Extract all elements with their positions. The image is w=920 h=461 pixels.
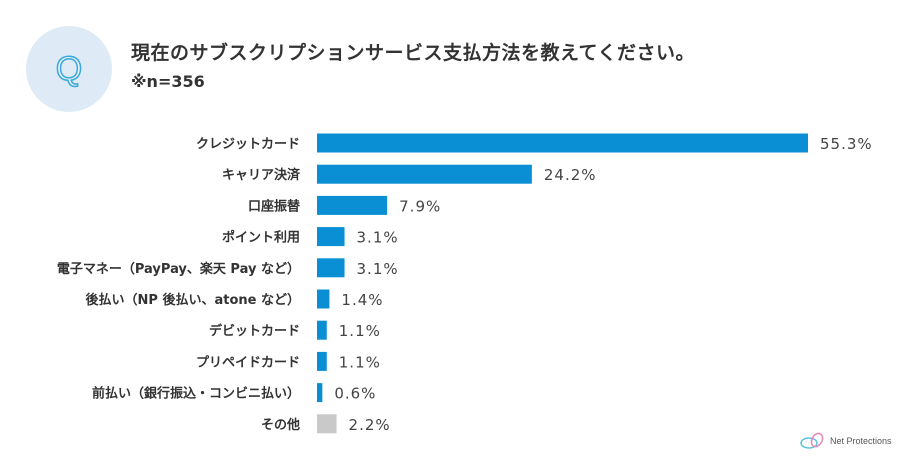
bar [317, 320, 327, 340]
sample-size-note: ※n=356 [131, 72, 205, 91]
value-label: 7.9% [399, 197, 441, 215]
bar [317, 164, 532, 184]
bar [317, 383, 323, 403]
category-label: その他 [261, 417, 300, 433]
bar [317, 195, 388, 215]
value-label: 1.1% [339, 322, 381, 340]
question-title: 現在のサブスクリプションサービス支払方法を教えてください。 [131, 42, 695, 64]
brand-logo: Net Protections [800, 432, 892, 450]
logo-icon [800, 432, 824, 449]
value-label: 2.2% [349, 416, 391, 434]
value-label: 55.3% [820, 135, 873, 153]
value-label: 0.6% [334, 385, 376, 403]
value-label: 3.1% [357, 260, 399, 278]
category-label: プリペイドカード [196, 355, 300, 370]
category-label: 後払い（NP 後払い、atone など） [86, 292, 300, 308]
category-label: 口座振替 [248, 198, 301, 214]
category-label: ポイント利用 [222, 230, 300, 246]
value-label: 3.1% [357, 229, 399, 247]
category-label: キャリア決済 [222, 167, 301, 183]
value-label: 24.2% [544, 166, 597, 184]
bar [317, 414, 337, 434]
value-label: 1.1% [339, 353, 381, 371]
question-icon: Q [26, 26, 112, 112]
category-label: クレジットカード [196, 137, 300, 152]
bar [317, 289, 330, 309]
category-label: 前払い（銀行振込・コンビニ払い） [92, 386, 300, 402]
value-label: 1.4% [341, 291, 383, 309]
bar [317, 227, 345, 247]
category-label: 電子マネー（PayPay、楽天 Pay など） [57, 261, 300, 277]
bar [317, 133, 808, 153]
category-label: デビットカード [209, 323, 300, 339]
bar [317, 351, 327, 371]
bar [317, 258, 345, 278]
